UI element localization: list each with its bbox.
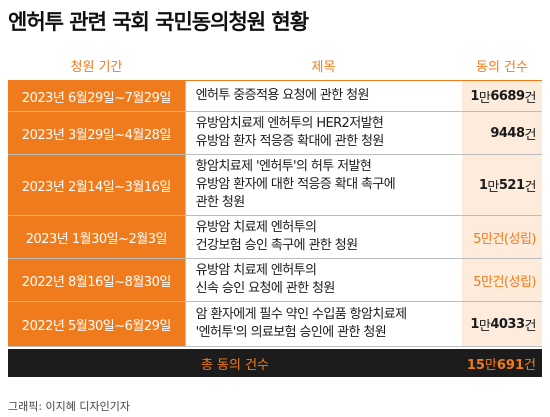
graphic-credit: 그래픽: 이지혜 디자인기자 (8, 400, 131, 413)
total-label: 총 동의 건수 (200, 357, 270, 373)
table-row: 2022년 8월16일~8월30일 유방암 치료제 엔허투의 신속 승인 요청에 관… (8, 259, 542, 302)
petition-period: 2022년 8월16일~8월30일 (8, 259, 185, 301)
header-period: 청원 기간 (70, 59, 123, 75)
petition-period: 2023년 6월29일~7월29일 (8, 81, 185, 111)
subject-line: 관한 청원 (195, 195, 246, 210)
table-body: 2023년 6월29일~7월29일 엔허투 중증적용 요청에 관한 청원 1 만 668… (8, 81, 542, 347)
petition-subject: 암 환자에게 필수 약인 수입품 항암치료제 '엔허투'의 의료보험 승인에 관한… (184, 302, 462, 346)
petition-count: 5만건(성립) (462, 216, 542, 258)
table-row: 2023년 1월30일~2월3일 유방암 치료제 엔허투의 건강보험 승인 촉구에 … (8, 216, 542, 259)
subject-line: 엔허투 중증적용 요청에 관한 청원 (195, 88, 370, 103)
subject-line: 암 환자에게 필수 약인 수입품 항암치료제 (195, 307, 407, 322)
header-subject: 제목 (311, 59, 336, 75)
subject-line: 유방암 환자에 대한 적응증 확대 촉구에 (195, 177, 396, 192)
subject-line: 항암치료제 '엔허투'의 허투 저발현 (195, 159, 372, 174)
petition-period: 2023년 2월14일~3월16일 (8, 155, 185, 215)
total-value: 15만691건 (466, 357, 536, 373)
table-row: 2023년 6월29일~7월29일 엔허투 중증적용 요청에 관한 청원 1 만 668… (8, 81, 542, 112)
petition-table: 청원 기간 제목 동의 건수 2023년 6월29일~7월29일 엔허투 중증적용… (8, 50, 542, 377)
petition-period: 2022년 5월30일~6월29일 (8, 302, 185, 346)
chart-title: 엔허투 관련 국회 국민동의청원 현황 (8, 10, 309, 34)
petition-subject: 엔허투 중증적용 요청에 관한 청원 (184, 81, 462, 111)
subject-line: 유방암치료제 엔허투의 HER2저발현 (195, 116, 384, 131)
petition-period: 2023년 1월30일~2월3일 (8, 216, 185, 258)
petition-count: 9448 건 (462, 112, 542, 154)
subject-line: 신속 승인 요청에 관한 청원 (195, 281, 336, 296)
table-row: 2023년 2월14일~3월16일 항암치료제 '엔허투'의 허투 저발현 유방암 … (8, 155, 542, 216)
table-header: 청원 기간 제목 동의 건수 (8, 50, 542, 81)
subject-line: 유방암 치료제 엔허투의 (195, 220, 317, 235)
petition-count: 1 만 521 건 (462, 155, 542, 215)
petition-period: 2023년 3월29일~4월28일 (8, 112, 185, 154)
total-row: 총 동의 건수 15만691건 (8, 349, 542, 377)
table-row: 2023년 3월29일~4월28일 유방암치료제 엔허투의 HER2저발현 유방암 … (8, 112, 542, 155)
table-row: 2022년 5월30일~6월29일 암 환자에게 필수 약인 수입품 항암치료제 '… (8, 302, 542, 347)
subject-line: 유방암 치료제 엔허투의 (195, 263, 317, 278)
subject-line: 건강보험 승인 촉구에 관한 청원 (195, 238, 358, 253)
petition-count: 1 만 6689 건 (462, 81, 542, 111)
header-count: 동의 건수 (476, 59, 528, 75)
petition-count: 5만건(성립) (462, 259, 542, 301)
subject-line: 유방암 환자 적응증 확대에 관한 청원 (195, 134, 385, 149)
petition-count: 1 만 4033 건 (462, 302, 542, 346)
subject-line: '엔허투'의 의료보험 승인에 관한 청원 (195, 325, 387, 340)
